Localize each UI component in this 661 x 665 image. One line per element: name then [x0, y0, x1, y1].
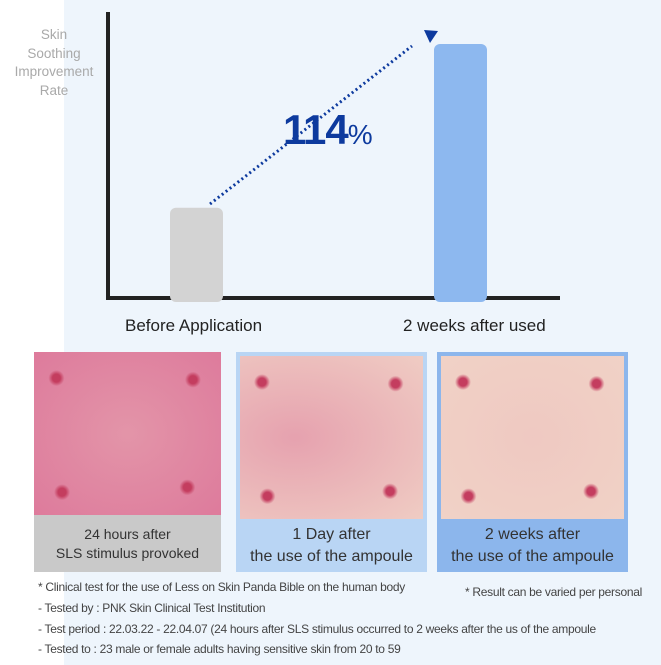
skin-photo — [441, 356, 624, 519]
y-label-line: Rate — [39, 82, 69, 98]
x-tick-label: 2 weeks after used — [403, 316, 546, 335]
y-label-line: Skin — [40, 27, 68, 42]
y-label-line: Soothing — [27, 45, 81, 61]
caption-line: the use of the ampoule — [451, 547, 614, 565]
bar-chart — [106, 12, 560, 302]
caption-line: 24 hours after — [84, 525, 171, 542]
y-axis-label: Skin Soothing Improvement Rate — [4, 26, 104, 100]
x-tick-label: Before Application — [125, 316, 263, 335]
note-tested-by: - Tested by : PNK Skin Clinical Test Ins… — [38, 601, 266, 615]
note-clinical: * Clinical test for the use of Less on S… — [38, 580, 406, 594]
y-label-line: Improvement — [14, 64, 94, 79]
caption-line: the use of the ampoule — [250, 547, 413, 565]
photo-panel-1day: 1 Day after the use of the ampoule — [236, 352, 427, 572]
photo-caption: 2 weeks after the use of the ampoule — [441, 519, 624, 572]
photo-panel-24h: 24 hours after SLS stimulus provoked — [34, 352, 221, 572]
photo-caption: 24 hours after SLS stimulus provoked — [34, 515, 221, 572]
photo-caption: 1 Day after the use of the ampoule — [240, 519, 423, 572]
caption-line: 2 weeks after — [484, 525, 581, 543]
note-result: * Result can be varied per personal — [465, 585, 642, 599]
note-period: - Test period : 22.03.22 - 22.04.07 (24 … — [38, 622, 596, 636]
bar-before-application — [170, 207, 223, 302]
caption-line: SLS stimulus provoked — [55, 544, 200, 561]
annotation-value: 114 — [283, 106, 349, 153]
improvement-annotation: 114% — [283, 106, 373, 154]
bar-2-weeks-after — [434, 44, 487, 302]
caption-line: 1 Day after — [292, 525, 371, 543]
skin-photo — [34, 352, 221, 515]
skin-photo — [240, 356, 423, 519]
annotation-unit: % — [347, 119, 373, 150]
note-tested-to: - Tested to : 23 male or female adults h… — [38, 642, 401, 656]
photo-panel-2weeks: 2 weeks after the use of the ampoule — [437, 352, 628, 572]
arrow-head-icon — [424, 30, 438, 43]
